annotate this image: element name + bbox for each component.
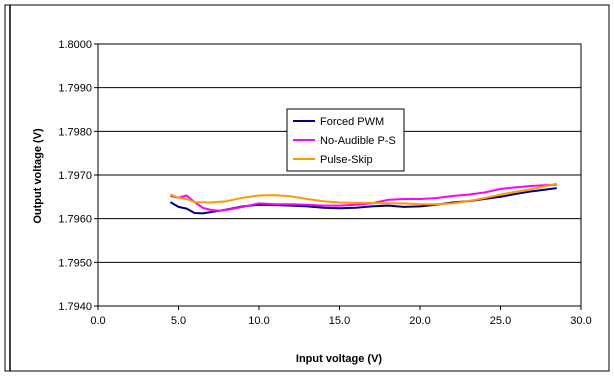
- legend-label: Forced PWM: [320, 116, 384, 128]
- legend-label: No-Audible P-S: [320, 135, 396, 147]
- legend: Forced PWM No-Audible P-S Pulse-Skip: [286, 108, 405, 172]
- axis-layer: 1.7940 1.7950 1.7960 1.7970 1.7980 1.7990 1.80…: [58, 39, 591, 327]
- y-axis-title: Output voltage (V): [32, 128, 44, 224]
- y-tick-label: 1.7950: [58, 257, 92, 269]
- x-tick-label: 30.0: [570, 315, 591, 327]
- x-tick-label: 25.0: [490, 315, 511, 327]
- x-tick-label: 10.0: [248, 315, 269, 327]
- legend-label: Pulse-Skip: [320, 154, 373, 166]
- y-tick-label: 1.7990: [58, 83, 92, 95]
- x-tick-label: 0.0: [90, 315, 105, 327]
- x-axis-title: Input voltage (V): [296, 353, 383, 365]
- y-tick-label: 1.8000: [58, 39, 92, 51]
- y-tick-label: 1.7970: [58, 170, 92, 182]
- series-layer: [169, 182, 558, 215]
- y-tick-label: 1.7960: [58, 214, 92, 226]
- x-tick-label: 5.0: [171, 315, 186, 327]
- x-tick-label: 15.0: [329, 315, 350, 327]
- y-tick-label: 1.7980: [58, 126, 92, 138]
- y-tick-label: 1.7940: [58, 301, 92, 313]
- series-line-pulse-skip: [170, 182, 558, 206]
- x-tick-label: 20.0: [409, 315, 430, 327]
- series-line-no-audible-p-s: [170, 183, 557, 212]
